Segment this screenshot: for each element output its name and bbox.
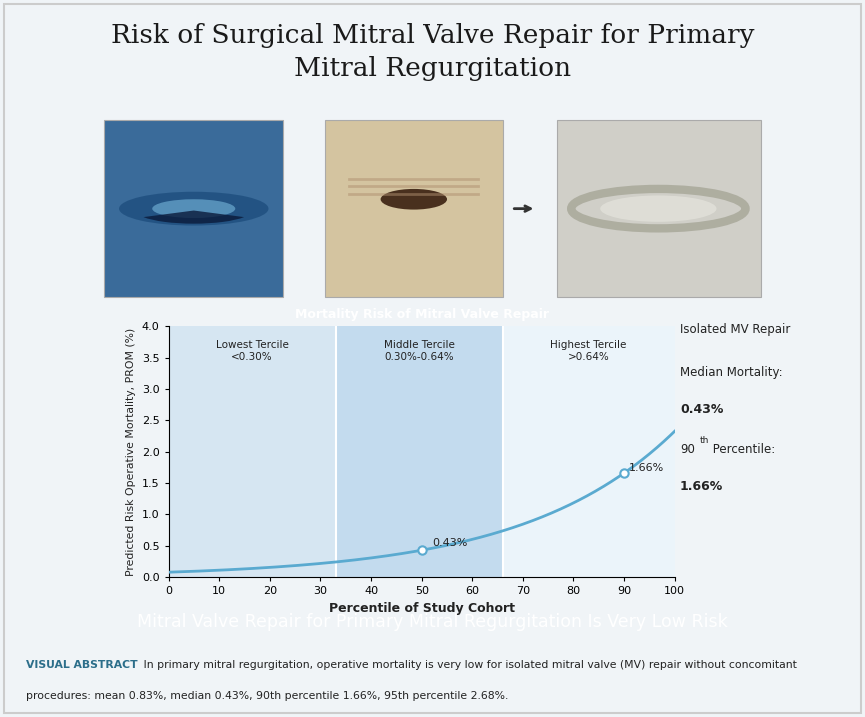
Bar — [503, 326, 675, 577]
Text: Lowest Tercile
<0.30%: Lowest Tercile <0.30% — [215, 340, 289, 361]
Text: Median Mortality:: Median Mortality: — [680, 366, 783, 379]
Text: Percentile:: Percentile: — [709, 442, 776, 456]
Text: Highest Tercile
>0.64%: Highest Tercile >0.64% — [550, 340, 627, 361]
Text: procedures: mean 0.83%, median 0.43%, 90th percentile 1.66%, 95th percentile 2.6: procedures: mean 0.83%, median 0.43%, 90… — [26, 690, 508, 701]
Bar — [324, 120, 503, 297]
Text: Mitral Valve Repair for Primary Mitral Regurgitation Is Very Low Risk: Mitral Valve Repair for Primary Mitral R… — [138, 613, 727, 631]
Circle shape — [152, 199, 235, 218]
Circle shape — [600, 196, 716, 222]
Text: VISUAL ABSTRACT: VISUAL ABSTRACT — [26, 660, 138, 670]
X-axis label: Percentile of Study Cohort: Percentile of Study Cohort — [329, 602, 515, 614]
Bar — [336, 326, 503, 577]
Text: 1.66%: 1.66% — [629, 462, 664, 473]
Bar — [169, 326, 336, 577]
Text: Risk of Surgical Mitral Valve Repair for Primary
Mitral Regurgitation: Risk of Surgical Mitral Valve Repair for… — [111, 23, 754, 81]
Y-axis label: Predicted Risk Operative Mortality, PROM (%): Predicted Risk Operative Mortality, PROM… — [126, 328, 137, 576]
Circle shape — [119, 191, 268, 226]
Text: 0.43%: 0.43% — [680, 403, 723, 417]
Text: 1.66%: 1.66% — [680, 480, 723, 493]
Text: Isolated MV Repair: Isolated MV Repair — [680, 323, 791, 336]
Bar — [557, 120, 760, 297]
Ellipse shape — [381, 189, 447, 209]
Wedge shape — [144, 211, 244, 224]
Text: 0.43%: 0.43% — [432, 538, 467, 549]
Text: In primary mitral regurgitation, operative mortality is very low for isolated mi: In primary mitral regurgitation, operati… — [140, 660, 797, 670]
Text: 90: 90 — [680, 442, 695, 456]
Text: Middle Tercile
0.30%-0.64%: Middle Tercile 0.30%-0.64% — [384, 340, 455, 361]
Text: th: th — [699, 435, 708, 445]
Text: Mortality Risk of Mitral Valve Repair: Mortality Risk of Mitral Valve Repair — [295, 308, 548, 320]
Bar — [105, 120, 283, 297]
